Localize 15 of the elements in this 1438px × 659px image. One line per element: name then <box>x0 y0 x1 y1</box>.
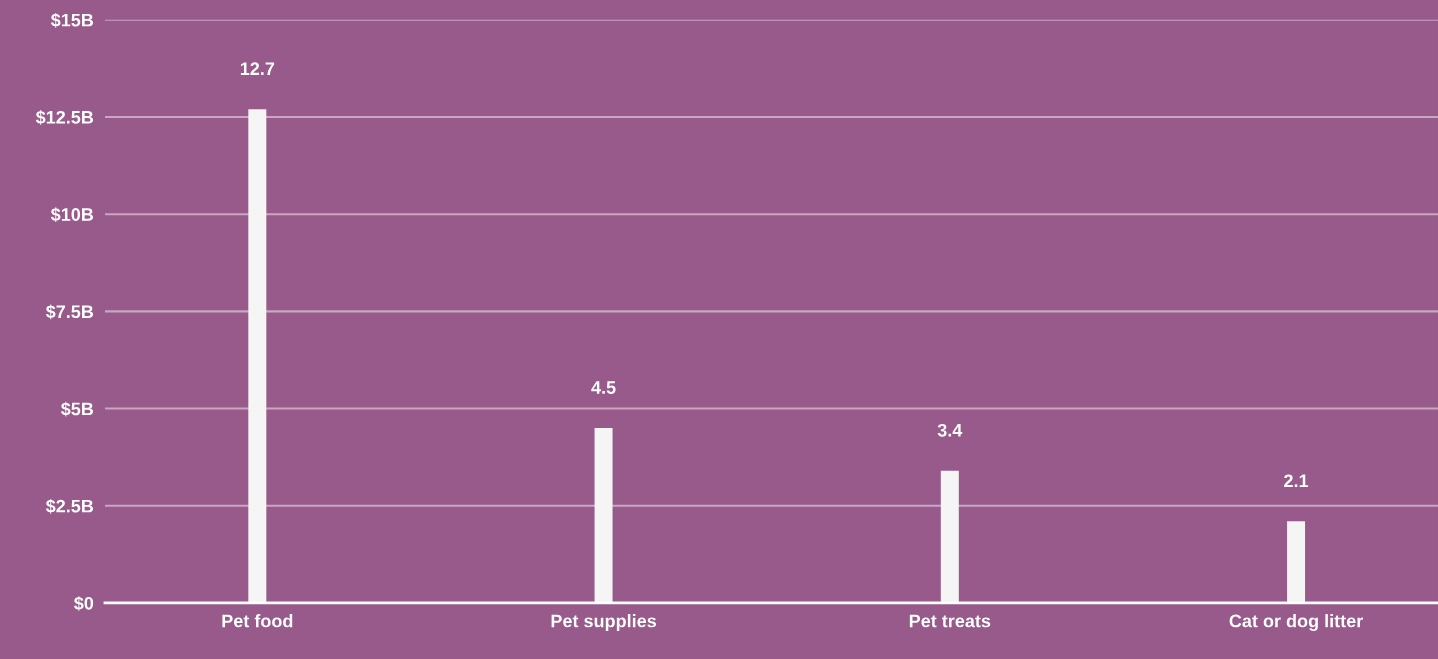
data-label: 4.5 <box>591 381 616 394</box>
x-tick-label: Pet supplies <box>551 614 656 631</box>
data-label: 3.4 <box>937 423 963 437</box>
y-tick-label: $10B <box>50 207 94 223</box>
y-tick-label: $5B <box>60 401 94 417</box>
x-tick-label: Pet treats <box>909 614 991 628</box>
y-tick-label: $2.5B <box>45 498 94 514</box>
y-tick-label: $12.5B <box>35 110 94 125</box>
x-tick-label: Cat or dog litter <box>1229 614 1363 632</box>
data-label: 12.7 <box>240 62 275 75</box>
y-tick-label: $15B <box>50 12 94 28</box>
y-tick-label: $7.5B <box>45 304 94 320</box>
y-tick-label: $0 <box>74 596 94 611</box>
x-tick-label: Pet food <box>222 614 293 628</box>
data-label: 2.1 <box>1284 474 1309 488</box>
